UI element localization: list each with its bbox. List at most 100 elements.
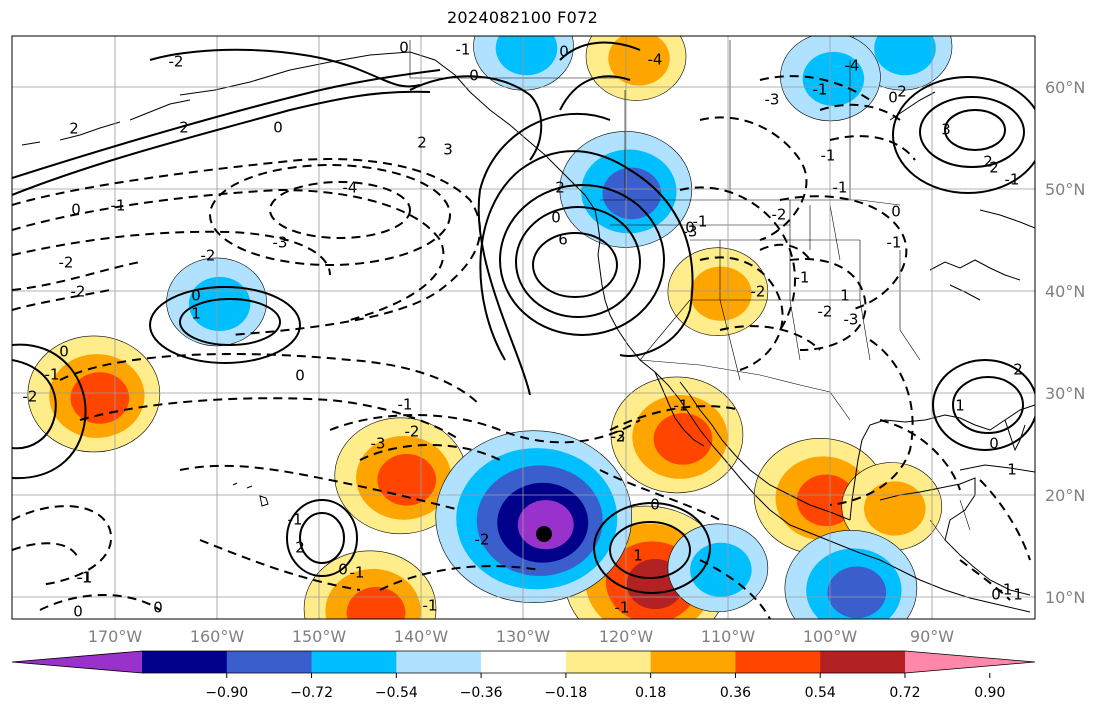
contour-label: 0 (647, 23, 657, 41)
colorbar-segment (142, 651, 228, 673)
contour-label: 0 (991, 586, 1001, 604)
lon-label-90W: 90°W (910, 627, 954, 646)
colorbar-segment (820, 651, 906, 673)
lon-label-140W: 140°W (394, 627, 449, 646)
negative-contours (12, 75, 1031, 619)
contour-label: 2 (179, 119, 189, 137)
colorbar-tick-label: −0.18 (544, 685, 587, 701)
contour-label: -1 (423, 597, 438, 615)
lon-label-100W: 100°W (803, 627, 858, 646)
contour-label: 1 (191, 305, 201, 323)
contour-label: 2 (989, 159, 999, 177)
contour-label: -1 (813, 81, 828, 99)
colorbar-segment (650, 651, 736, 673)
contour-label: 0 (191, 287, 201, 305)
contour-label: -2 (169, 53, 184, 71)
contour-label: 0 (273, 119, 283, 137)
contour-label: 6 (558, 231, 568, 249)
lat-label-50N: 50°N (1045, 180, 1085, 199)
colorbar-outline (11, 650, 1036, 674)
positive-anomaly-shading (653, 413, 713, 465)
contour-label: -1 (288, 511, 303, 529)
colorbar-segment (565, 651, 652, 673)
contour-label: 0 (650, 496, 660, 514)
contour-label: -1 (77, 569, 92, 587)
contour-label: 2 (555, 179, 565, 197)
negative-anomaly-shading (188, 276, 251, 332)
contour-label: -1 (111, 197, 126, 215)
lon-label-110W: 110°W (701, 627, 756, 646)
contour-label: 0 (71, 201, 81, 219)
contour-label: 2 (69, 120, 79, 138)
negative-anomaly-shading (827, 566, 887, 619)
contour-label: -4 (845, 57, 860, 75)
colorbar-tick-label: 0.72 (889, 685, 920, 701)
positive-anomaly-shading (608, 36, 670, 86)
contour-label: -1 (674, 397, 689, 415)
negative-anomaly-shading (874, 36, 936, 76)
colorbar-tick-label: 0.54 (805, 685, 836, 701)
contour-label: 1 (1007, 461, 1017, 479)
colorbar-segment (311, 651, 397, 673)
contour-label: 1 (955, 397, 965, 415)
positive-contours (12, 41, 1035, 594)
contour-label: -1 (693, 213, 708, 231)
contour-label: -1 (887, 234, 902, 252)
colorbar-ticks: −0.90 −0.72 −0.54 −0.36 −0.18 0.18 0.36 0.54 0.7… (205, 673, 1005, 701)
colorbar-tick-label: −0.90 (205, 685, 248, 701)
contour-label: 1 (1013, 586, 1023, 604)
positive-anomaly-shading (796, 474, 856, 527)
contour-label: -3 (611, 428, 626, 446)
contour-label: -1 (1005, 171, 1020, 189)
lat-label-60N: 60°N (1045, 78, 1085, 97)
contour-label: 0 (888, 89, 898, 107)
contour-label: -2 (818, 303, 833, 321)
political-borders (409, 40, 971, 541)
contour-label: -2 (59, 254, 74, 272)
contour-label: 0 (891, 203, 901, 221)
contour-label: 2 (1013, 361, 1023, 379)
storm-center-marker (536, 526, 552, 542)
contour-label: 1 (840, 287, 850, 305)
contour-label: -2 (201, 247, 216, 265)
contour-label: -1 (350, 564, 365, 582)
latitude-labels: 60°N 50°N 40°N 30°N 20°N 10°N (1045, 78, 1085, 607)
colorbar-tick-label: 0.18 (635, 685, 666, 701)
contour-label: 0 (338, 561, 348, 579)
colorbar-segment (481, 651, 567, 673)
contour-label: 3 (443, 141, 453, 159)
contour-label: -1 (833, 179, 848, 197)
contour-label: 0 (59, 343, 69, 361)
contour-label: 0 (73, 603, 83, 621)
contour-label: -3 (765, 91, 780, 109)
contour-label: 3 (941, 121, 951, 139)
contour-label: -3 (273, 234, 288, 252)
contour-label: -1 (795, 269, 810, 287)
contour-labels: 0 -1 0 -2 2 2 0 3 2 -4 -3 -2 -2 -2 -1 0 … (23, 23, 1023, 621)
colorbar-extend-high (905, 651, 1035, 673)
contour-label: -1 (998, 581, 1013, 599)
contour-label: 2 (417, 134, 427, 152)
colorbar-tick-label: −0.36 (460, 685, 503, 701)
lon-label-130W: 130°W (496, 627, 551, 646)
contour-label: -2 (611, 428, 626, 446)
contour-label: 0 (989, 435, 999, 453)
lat-label-10N: 10°N (1045, 588, 1085, 607)
colorbar-tick-label: 0.36 (720, 685, 751, 701)
colorbar (11, 650, 1036, 674)
contour-label: -2 (71, 283, 86, 301)
contour-label: 0 (551, 209, 561, 227)
positive-anomaly-shading (864, 481, 926, 536)
contour-label: -3 (683, 223, 698, 241)
coastlines (21, 51, 1035, 613)
positive-anomaly-shading (346, 587, 406, 619)
graticule (12, 36, 1035, 619)
colorbar-segment (226, 651, 313, 673)
negative-anomaly-shading (690, 542, 752, 597)
contour-label: 0 (295, 367, 305, 385)
colorbar-tick-label: −0.54 (375, 685, 418, 701)
contour-label: 2 (983, 153, 993, 171)
chart-title: 2024082100 F072 (446, 8, 599, 27)
contour-label: -1 (78, 569, 93, 587)
